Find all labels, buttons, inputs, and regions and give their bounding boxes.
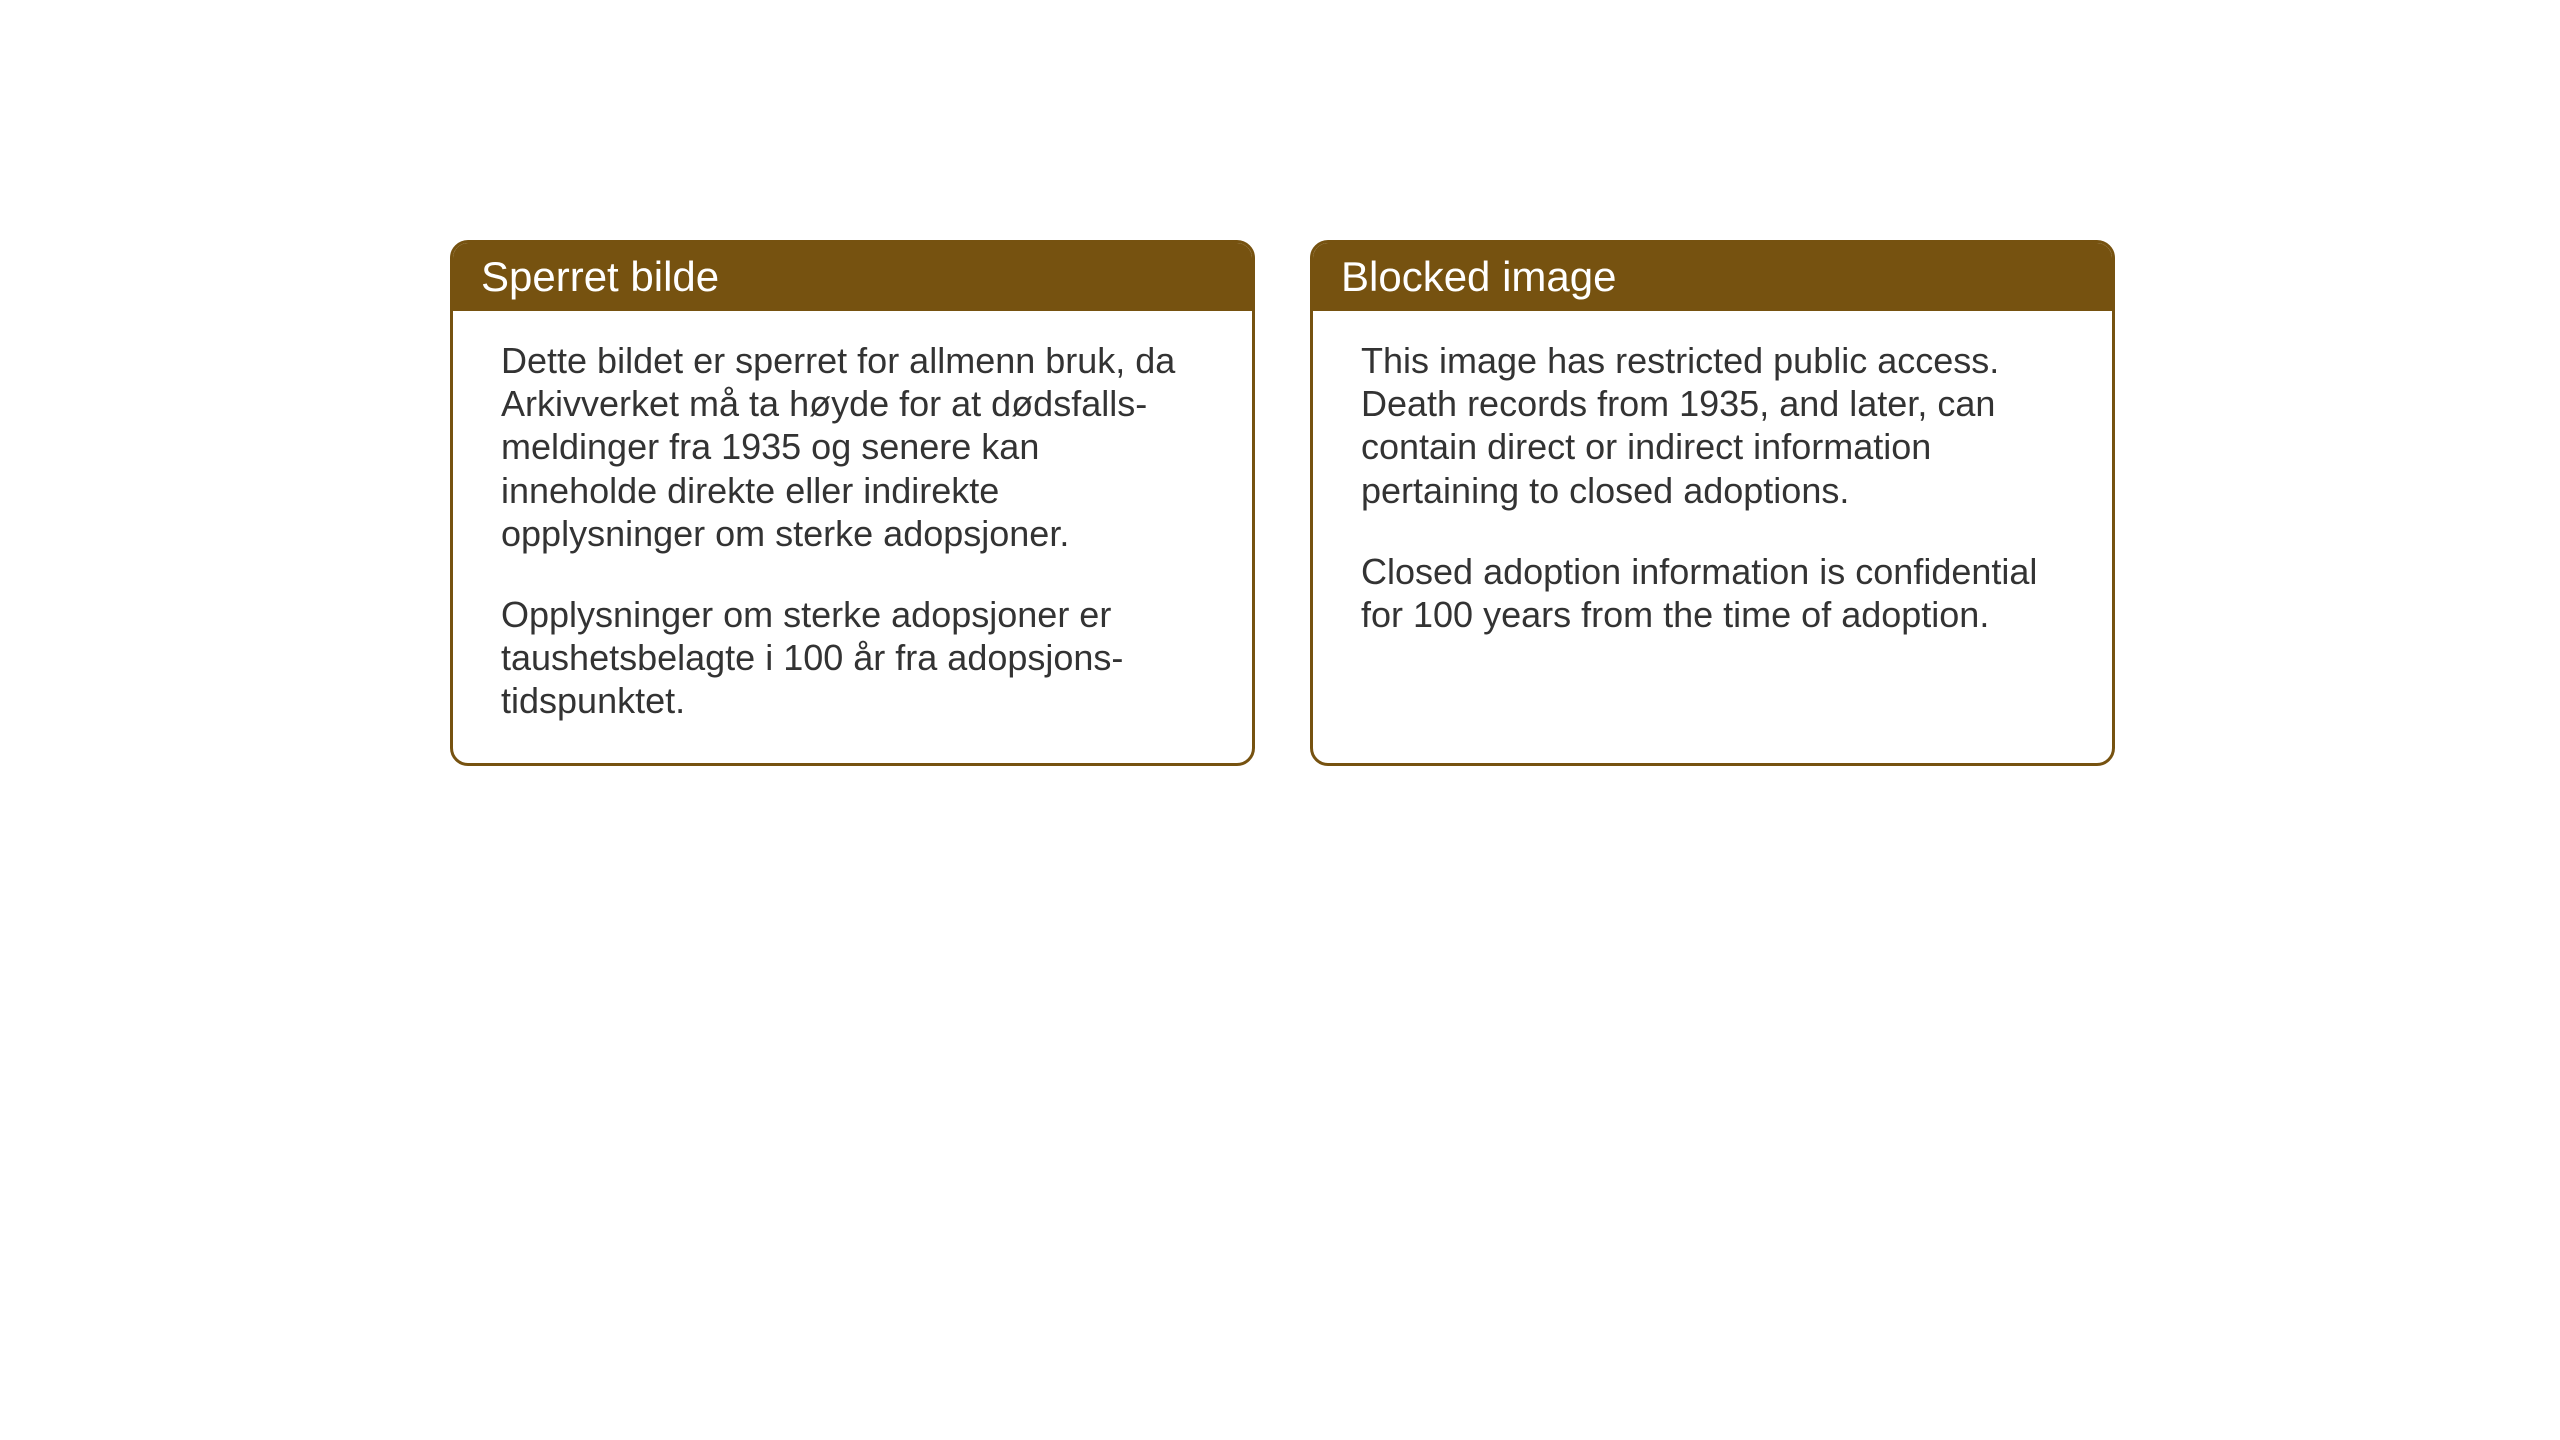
norwegian-paragraph-2: Opplysninger om sterke adopsjoner er tau… — [501, 593, 1204, 723]
norwegian-notice-card: Sperret bilde Dette bildet er sperret fo… — [450, 240, 1255, 766]
norwegian-title: Sperret bilde — [481, 253, 719, 300]
english-notice-card: Blocked image This image has restricted … — [1310, 240, 2115, 766]
notice-container: Sperret bilde Dette bildet er sperret fo… — [450, 240, 2115, 766]
english-card-header: Blocked image — [1313, 243, 2112, 311]
norwegian-paragraph-1: Dette bildet er sperret for allmenn bruk… — [501, 339, 1204, 555]
english-title: Blocked image — [1341, 253, 1616, 300]
english-card-body: This image has restricted public access.… — [1313, 311, 2112, 676]
norwegian-card-header: Sperret bilde — [453, 243, 1252, 311]
english-paragraph-1: This image has restricted public access.… — [1361, 339, 2064, 512]
english-paragraph-2: Closed adoption information is confident… — [1361, 550, 2064, 636]
norwegian-card-body: Dette bildet er sperret for allmenn bruk… — [453, 311, 1252, 763]
